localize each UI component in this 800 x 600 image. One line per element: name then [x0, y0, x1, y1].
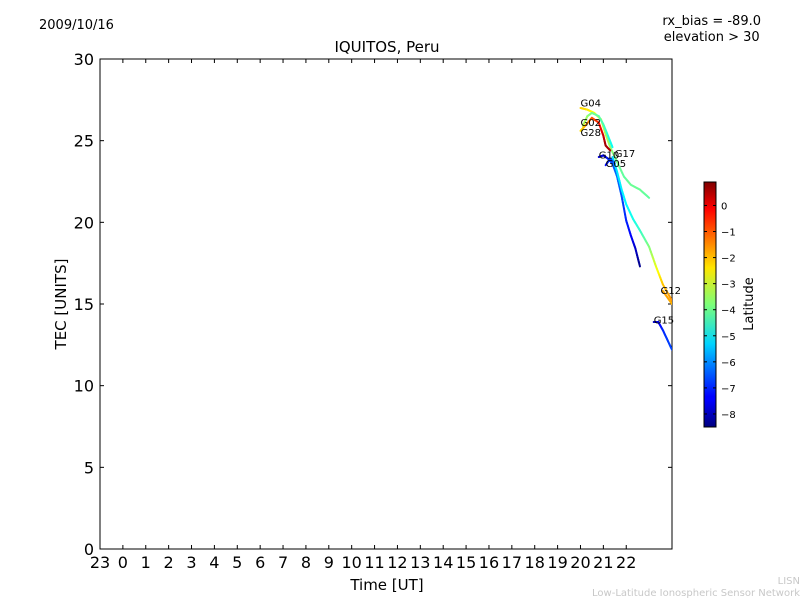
y-tick-label: 20	[74, 213, 94, 232]
colorbar-tick-label: −7	[721, 384, 736, 395]
x-tick-label: 13	[410, 553, 430, 572]
trace-g04	[646, 195, 651, 199]
x-tick-label: 19	[547, 553, 567, 572]
series-label-g28: G28	[580, 128, 600, 139]
trace-g15	[670, 347, 672, 351]
series-label-g17: G17	[615, 149, 635, 160]
colorbar-tick-label: −4	[721, 306, 736, 317]
x-tick-label: 20	[570, 553, 590, 572]
x-tick-label: 3	[186, 553, 196, 572]
x-tick-label: 18	[525, 553, 545, 572]
x-tick-label: 1	[141, 553, 151, 572]
series-label-g02: G02	[580, 118, 600, 129]
x-tick-label: 11	[364, 553, 384, 572]
x-tick-label: 14	[433, 553, 453, 572]
x-tick-label: 12	[387, 553, 407, 572]
trace-g17	[669, 297, 672, 302]
x-tick-label: 17	[502, 553, 522, 572]
x-axis-label: Time [UT]	[349, 576, 423, 594]
x-tick-label: 6	[255, 553, 265, 572]
series-label-g15: G15	[654, 316, 674, 327]
plot-area	[99, 58, 673, 550]
x-tick-label: 9	[324, 553, 334, 572]
colorbar-tick-label: −8	[721, 410, 736, 421]
colorbar	[703, 181, 717, 428]
x-tick-label: 15	[456, 553, 476, 572]
colorbar-label: Latitude	[742, 277, 757, 331]
colorbar-tick-label: −2	[721, 254, 736, 265]
colorbar-tick-label: −3	[721, 280, 736, 291]
colorbar-tick-label: −6	[721, 358, 736, 369]
y-axis-label: TEC [UNITS]	[52, 259, 70, 351]
colorbar-tick-label: −5	[721, 332, 736, 343]
x-tick-label: 2	[164, 553, 174, 572]
trace-g10	[638, 263, 641, 268]
colorbar-tick-label: −1	[721, 228, 736, 239]
series-label-g10: G10	[599, 151, 619, 162]
y-tick-label: 30	[74, 50, 94, 69]
x-tick-label: 5	[232, 553, 242, 572]
x-tick-label: 8	[301, 553, 311, 572]
trace-g05	[613, 161, 616, 165]
series-label-g12: G12	[661, 286, 681, 297]
x-tick-label: 10	[342, 553, 362, 572]
rx-bias-label: rx_bias = -89.0	[662, 14, 761, 29]
trace-g12	[670, 302, 672, 305]
x-tick-label: 7	[278, 553, 288, 572]
x-tick-label: 21	[593, 553, 613, 572]
x-tick-label: 16	[479, 553, 499, 572]
y-tick-label: 10	[74, 377, 94, 396]
colorbar-tick-label: 0	[721, 201, 727, 212]
series-label-g05: G05	[606, 159, 626, 170]
date-label: 2009/10/16	[39, 18, 114, 33]
trace-g28	[608, 148, 612, 152]
credit-short: LISN	[777, 576, 800, 587]
x-tick-label: 23	[90, 553, 110, 572]
elevation-label: elevation > 30	[663, 30, 760, 45]
x-tick-label: 4	[209, 553, 219, 572]
credit-long: Low-Latitude Ionospheric Sensor Network	[592, 588, 800, 599]
y-tick-label: 15	[74, 295, 94, 314]
y-tick-label: 0	[84, 540, 94, 559]
chart-title: IQUITOS, Peru	[334, 38, 439, 56]
x-tick-label: 0	[118, 553, 128, 572]
x-tick-label: 22	[616, 553, 636, 572]
y-tick-label: 5	[84, 458, 94, 477]
y-tick-label: 25	[74, 132, 94, 151]
trace-g02	[610, 144, 614, 149]
receiver-info: rx_bias = -89.0 elevation > 30	[662, 14, 761, 46]
series-label-g04: G04	[580, 98, 600, 109]
